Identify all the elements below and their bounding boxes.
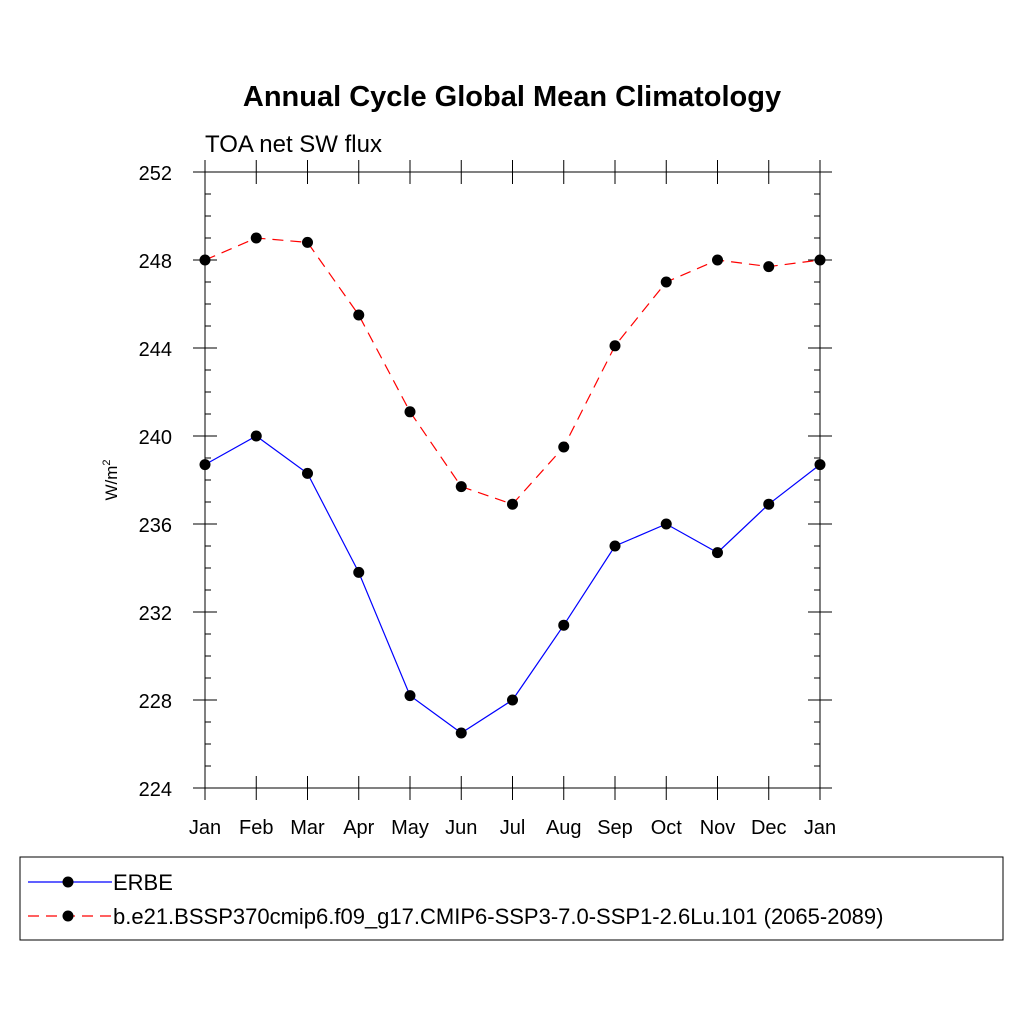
data-point [404, 690, 416, 702]
data-point [507, 498, 518, 510]
series-line-2 [204, 237, 821, 505]
legend-marker-2 [62, 910, 74, 922]
y-tick-label: 228 [139, 691, 172, 713]
y-axis-label-text: W/m [102, 466, 121, 501]
data-point [507, 694, 518, 706]
x-tick-label: Oct [651, 817, 683, 839]
data-point [712, 547, 723, 559]
chart-title: Annual Cycle Global Mean Climatology [243, 81, 781, 113]
data-point [199, 254, 211, 266]
data-point [302, 467, 313, 479]
data-point [609, 340, 621, 352]
data-point [353, 309, 365, 321]
y-tick-label: 252 [139, 163, 172, 185]
data-point [558, 441, 570, 453]
x-tick-label: Jun [445, 817, 477, 839]
data-point [250, 430, 262, 442]
data-point [199, 459, 211, 471]
x-tick-label: Dec [751, 817, 787, 839]
y-tick-label: 232 [139, 603, 172, 625]
legend-marker-1 [62, 876, 74, 888]
x-tick-label: Nov [700, 817, 736, 839]
y-tick-label: 240 [139, 427, 172, 449]
y-tick-label: 224 [139, 779, 172, 801]
data-series [199, 232, 826, 739]
x-tick-label: Aug [546, 817, 582, 839]
data-point [712, 254, 723, 266]
chart-subtitle: TOA net SW flux [205, 131, 382, 158]
x-tick-label: Feb [239, 817, 273, 839]
data-point [763, 261, 775, 273]
axis-ticks: Jan Feb Mar Apr May Jun Jul Aug Sep Oct Nov Dec Jan 2… [139, 160, 836, 839]
y-tick-label: 236 [139, 515, 172, 537]
data-point [814, 459, 826, 471]
y-axis-label: W/m2 [101, 459, 121, 500]
x-tick-label: Jul [500, 817, 526, 839]
x-tick-label: Jan [189, 817, 221, 839]
y-tick-label: 248 [139, 251, 172, 273]
legend: ERBE b.e21.BSSP370cmip6.f09_g17.CMIP6-SSP… [28, 870, 883, 929]
data-point [660, 276, 672, 288]
x-tick-label: Apr [343, 817, 374, 839]
data-point [404, 406, 416, 418]
legend-box [19, 856, 1004, 941]
legend-label-2: b.e21.BSSP370cmip6.f09_g17.CMIP6-SSP3-7.… [113, 904, 883, 929]
x-tick-label: Mar [290, 817, 325, 839]
data-point [814, 254, 826, 266]
data-point [660, 518, 672, 530]
x-tick-label: Jan [804, 817, 836, 839]
data-point [250, 232, 262, 244]
data-point [455, 481, 467, 493]
data-point [353, 566, 365, 578]
legend-label-1: ERBE [113, 870, 173, 895]
y-axis-label-superscript: 2 [101, 459, 113, 465]
x-tick-label: Sep [597, 817, 633, 839]
data-point [302, 236, 313, 248]
data-point [609, 540, 621, 552]
data-point [558, 619, 570, 631]
data-point [455, 727, 467, 739]
x-tick-label: May [391, 817, 429, 839]
y-tick-label: 244 [139, 339, 172, 361]
data-point [763, 498, 775, 510]
series-line-1 [204, 435, 821, 734]
